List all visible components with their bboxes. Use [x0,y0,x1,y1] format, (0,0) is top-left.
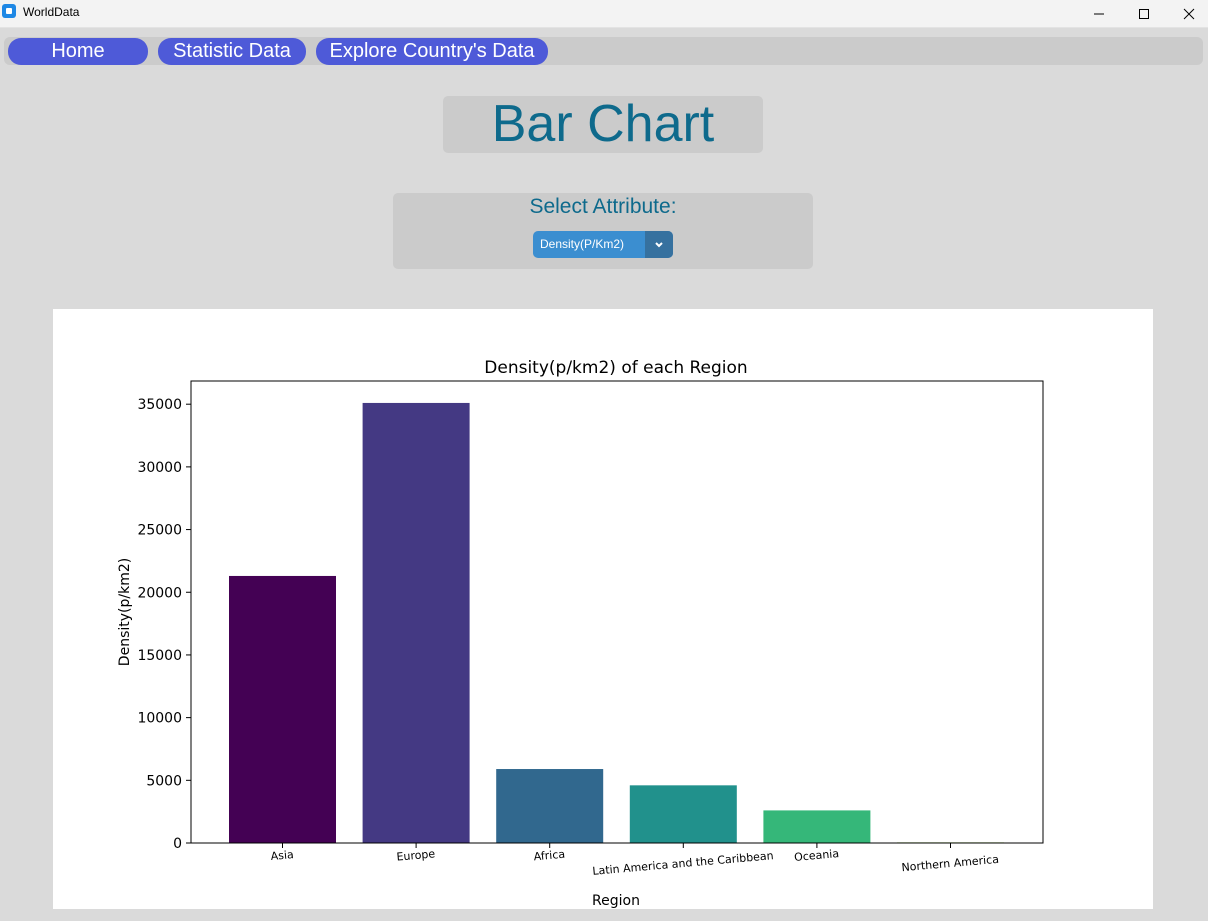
chart-panel: Density(p/km2) of each Region 0 5000 10000… [53,309,1153,909]
page-title: Bar Chart [491,95,715,153]
bar-oceania [763,810,871,843]
x-tick-label: Northern America [901,853,999,874]
attribute-label: Select Attribute: [529,195,677,218]
minimize-button[interactable] [1076,0,1121,27]
window-titlebar: WorldData [0,0,1208,28]
app-icon [2,4,16,18]
maximize-button[interactable] [1121,0,1166,27]
nav-bar: Home Statistic Data Explore Country's Da… [4,37,1203,65]
y-tick-label: 30000 [137,460,182,476]
y-tick-label: 10000 [137,711,182,727]
bar-latin-america-and-the-caribbean [629,785,737,843]
page-title-box: Bar Chart [443,96,763,153]
bars-group [229,402,1004,844]
y-axis: 0 5000 10000 15000 20000 25000 30000 35000 [137,397,191,852]
x-tick-label: Asia [270,848,294,863]
window-title: WorldData [23,5,80,19]
y-tick-label: 35000 [137,397,182,413]
y-tick-label: 0 [173,836,182,852]
close-button[interactable] [1166,0,1208,27]
chevron-down-icon [655,241,663,247]
y-tick-label: 25000 [137,523,182,539]
dropdown-arrow-button[interactable] [645,231,673,258]
attribute-dropdown-value: Density(P/Km2) [540,237,625,251]
y-axis-label: Density(p/km2) [117,558,133,666]
y-tick-label: 15000 [137,648,182,664]
bar-africa [496,769,604,843]
x-axis: Asia Europe Africa Latin America and the Ca… [270,843,999,878]
bar-asia [229,575,336,843]
attribute-dropdown[interactable]: Density(P/Km2) [533,231,673,258]
plot-frame [190,380,1044,844]
nav-home-button[interactable]: Home [8,38,148,65]
nav-statistic-data-button[interactable]: Statistic Data [158,38,306,65]
attribute-panel: Select Attribute: Density(P/Km2) [393,193,813,269]
x-tick-label: Oceania [794,847,840,864]
x-tick-label: Africa [533,848,565,864]
y-tick-label: 20000 [137,585,182,601]
x-tick-label: Latin America and the Caribbean [592,849,774,878]
nav-explore-country-button[interactable]: Explore Country's Data [316,38,548,65]
minimize-icon [1093,13,1104,14]
x-tick-label: Europe [396,847,436,863]
bar-chart: Density(p/km2) of each Region 0 5000 10000… [117,358,1044,909]
x-axis-label: Region [592,893,640,909]
y-tick-label: 5000 [146,773,182,789]
close-icon [1183,8,1194,19]
bar-europe [362,402,470,843]
chart-title: Density(p/km2) of each Region [484,358,747,378]
maximize-icon [1138,8,1149,19]
